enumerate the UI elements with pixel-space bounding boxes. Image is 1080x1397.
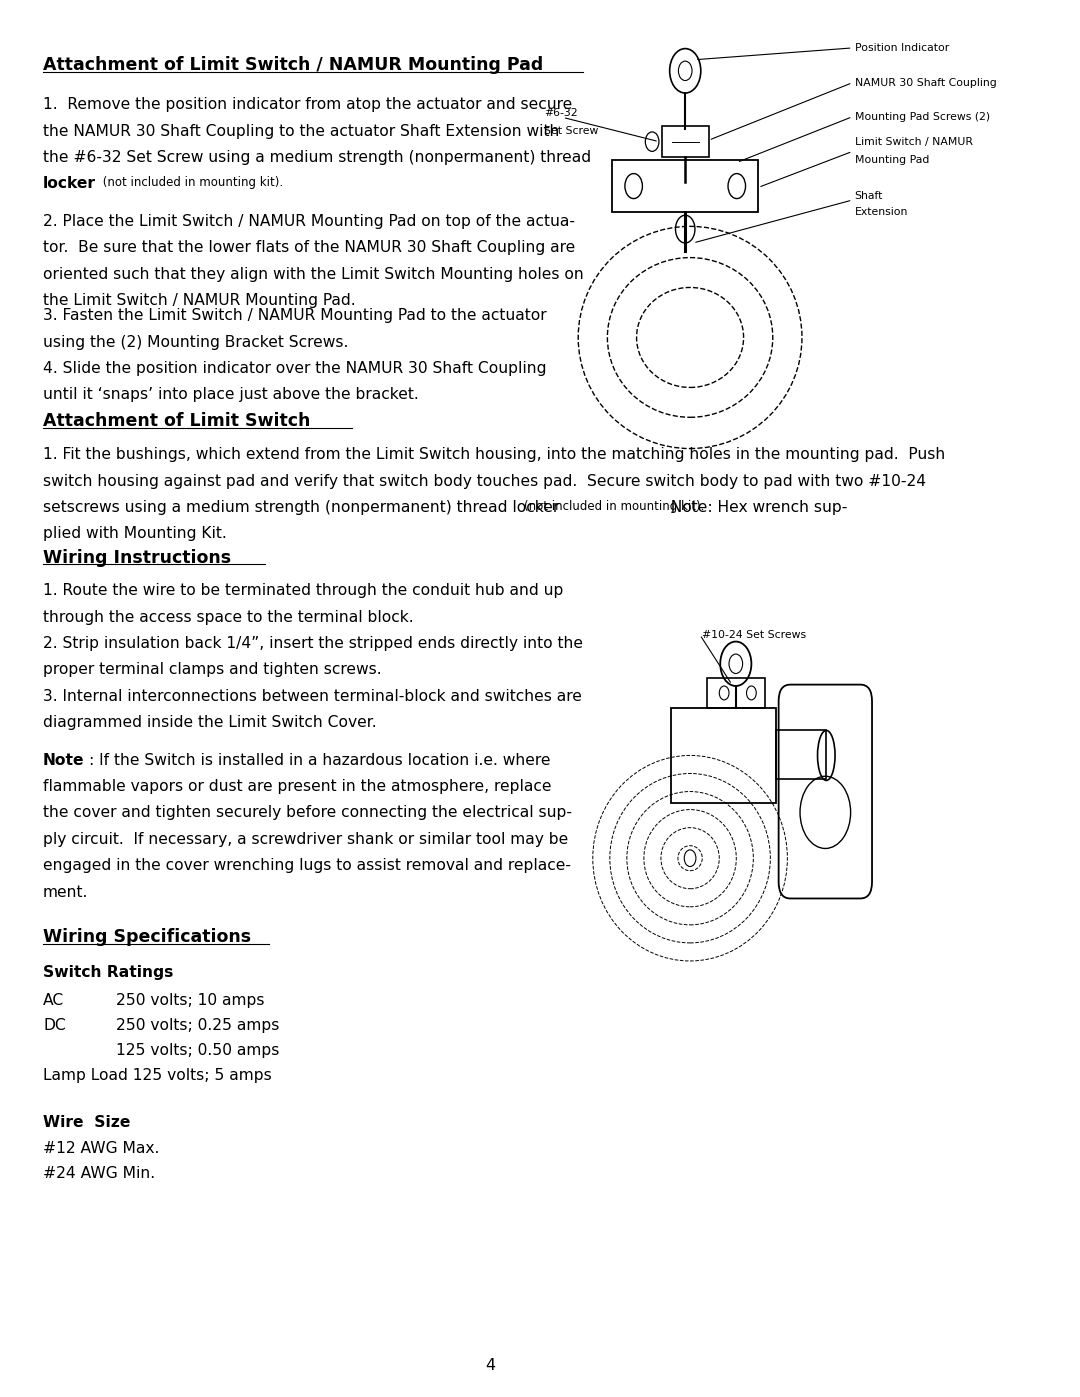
- Text: #12 AWG Max.: #12 AWG Max.: [43, 1141, 160, 1157]
- Text: Note: Note: [43, 753, 84, 768]
- Text: 2. Strip insulation back 1/4”, insert the stripped ends directly into the: 2. Strip insulation back 1/4”, insert th…: [43, 636, 583, 651]
- Bar: [662, 126, 708, 156]
- Text: 250 volts; 0.25 amps: 250 volts; 0.25 amps: [116, 1018, 280, 1032]
- Text: 4: 4: [486, 1358, 496, 1373]
- Text: : If the Switch is installed in a hazardous location i.e. where: : If the Switch is installed in a hazard…: [89, 753, 551, 768]
- Text: 1. Route the wire to be terminated through the conduit hub and up: 1. Route the wire to be terminated throu…: [43, 583, 564, 598]
- Text: Switch Ratings: Switch Ratings: [43, 965, 174, 981]
- Text: 125 volts; 0.50 amps: 125 volts; 0.50 amps: [116, 1044, 280, 1058]
- Text: Mounting Pad Screws (2): Mounting Pad Screws (2): [854, 112, 989, 122]
- Text: 1.  Remove the position indicator from atop the actuator and secure: 1. Remove the position indicator from at…: [43, 98, 572, 112]
- Bar: [775, 731, 826, 780]
- Text: oriented such that they align with the Limit Switch Mounting holes on: oriented such that they align with the L…: [43, 267, 584, 282]
- Text: the #6-32 Set Screw using a medium strength (nonpermanent) thread: the #6-32 Set Screw using a medium stren…: [43, 149, 591, 165]
- Text: NAMUR 30 Shaft Coupling: NAMUR 30 Shaft Coupling: [854, 78, 996, 88]
- Text: engaged in the cover wrenching lugs to assist removal and replace-: engaged in the cover wrenching lugs to a…: [43, 858, 571, 873]
- Text: Limit Switch / NAMUR: Limit Switch / NAMUR: [854, 137, 972, 147]
- Bar: [671, 708, 775, 803]
- Text: Shaft: Shaft: [854, 191, 882, 201]
- Text: Wiring Instructions: Wiring Instructions: [43, 549, 231, 567]
- Text: 3. Internal interconnections between terminal-block and switches are: 3. Internal interconnections between ter…: [43, 689, 582, 704]
- Text: switch housing against pad and verify that switch body touches pad.  Secure swit: switch housing against pad and verify th…: [43, 474, 927, 489]
- Text: DC: DC: [43, 1018, 66, 1032]
- Bar: [612, 159, 758, 212]
- Text: AC: AC: [43, 993, 65, 1007]
- Text: ment.: ment.: [43, 884, 89, 900]
- Text: flammable vapors or dust are present in the atmosphere, replace: flammable vapors or dust are present in …: [43, 780, 552, 793]
- Text: tor.  Be sure that the lower flats of the NAMUR 30 Shaft Coupling are: tor. Be sure that the lower flats of the…: [43, 240, 576, 256]
- Text: Wire  Size: Wire Size: [43, 1115, 131, 1130]
- Text: setscrews using a medium strength (nonpermanent) thread locker: setscrews using a medium strength (nonpe…: [43, 500, 559, 515]
- Text: 1. Fit the bushings, which extend from the Limit Switch housing, into the matchi: 1. Fit the bushings, which extend from t…: [43, 447, 945, 462]
- Text: 250 volts; 10 amps: 250 volts; 10 amps: [116, 993, 265, 1007]
- Text: Wiring Specifications: Wiring Specifications: [43, 928, 252, 946]
- Text: #24 AWG Min.: #24 AWG Min.: [43, 1166, 156, 1182]
- Text: the Limit Switch / NAMUR Mounting Pad.: the Limit Switch / NAMUR Mounting Pad.: [43, 293, 355, 307]
- Text: 2. Place the Limit Switch / NAMUR Mounting Pad on top of the actua-: 2. Place the Limit Switch / NAMUR Mounti…: [43, 214, 575, 229]
- Text: 3. Fasten the Limit Switch / NAMUR Mounting Pad to the actuator: 3. Fasten the Limit Switch / NAMUR Mount…: [43, 309, 546, 323]
- Text: #6-32: #6-32: [544, 108, 578, 119]
- Text: Set Screw: Set Screw: [544, 126, 598, 136]
- Text: Attachment of Limit Switch: Attachment of Limit Switch: [43, 412, 310, 430]
- Text: Position Indicator: Position Indicator: [854, 43, 948, 53]
- Text: Extension: Extension: [854, 208, 908, 218]
- Text: Mounting Pad: Mounting Pad: [854, 155, 929, 165]
- Text: proper terminal clamps and tighten screws.: proper terminal clamps and tighten screw…: [43, 662, 381, 678]
- Text: plied with Mounting Kit.: plied with Mounting Kit.: [43, 527, 227, 541]
- Text: the NAMUR 30 Shaft Coupling to the actuator Shaft Extension with: the NAMUR 30 Shaft Coupling to the actua…: [43, 123, 559, 138]
- Text: Attachment of Limit Switch / NAMUR Mounting Pad: Attachment of Limit Switch / NAMUR Mount…: [43, 56, 543, 74]
- Text: 4. Slide the position indicator over the NAMUR 30 Shaft Coupling: 4. Slide the position indicator over the…: [43, 360, 546, 376]
- Text: using the (2) Mounting Bracket Screws.: using the (2) Mounting Bracket Screws.: [43, 335, 349, 349]
- Text: diagrammed inside the Limit Switch Cover.: diagrammed inside the Limit Switch Cover…: [43, 715, 377, 731]
- Text: the cover and tighten securely before connecting the electrical sup-: the cover and tighten securely before co…: [43, 806, 572, 820]
- Text: #10-24 Set Screws: #10-24 Set Screws: [702, 630, 806, 640]
- Text: Lamp Load 125 volts; 5 amps: Lamp Load 125 volts; 5 amps: [43, 1067, 272, 1083]
- Text: (not included in mounting kit).: (not included in mounting kit).: [98, 176, 283, 190]
- Bar: [706, 678, 765, 708]
- Text: locker: locker: [43, 176, 96, 191]
- Text: ply circuit.  If necessary, a screwdriver shank or similar tool may be: ply circuit. If necessary, a screwdriver…: [43, 831, 568, 847]
- Text: until it ‘snaps’ into place just above the bracket.: until it ‘snaps’ into place just above t…: [43, 387, 419, 402]
- Text: Note: Hex wrench sup-: Note: Hex wrench sup-: [661, 500, 848, 515]
- Text: (not included in mounting kit).: (not included in mounting kit).: [524, 500, 704, 513]
- Text: through the access space to the terminal block.: through the access space to the terminal…: [43, 609, 414, 624]
